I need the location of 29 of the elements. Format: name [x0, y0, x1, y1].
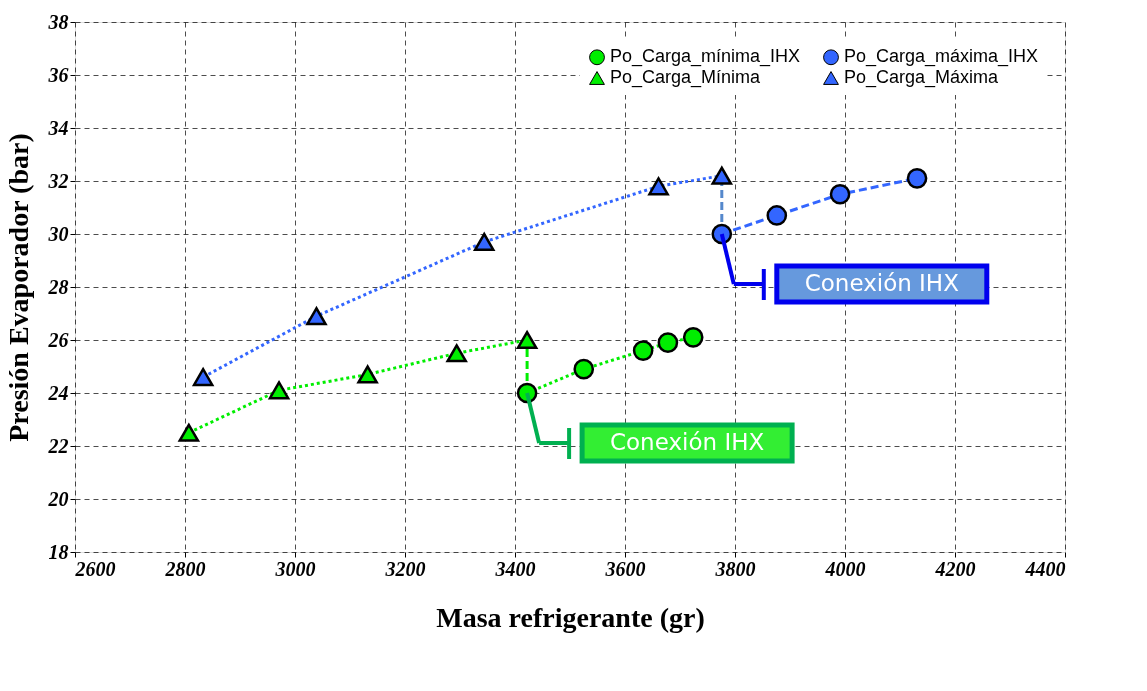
x-tick-label: 4000 [824, 557, 866, 580]
x-tick-label: 3000 [274, 557, 316, 580]
x-tick-label: 4200 [934, 557, 976, 580]
y-tick-label: 20 [47, 487, 69, 510]
y-tick-label: 36 [47, 63, 69, 86]
legend-label: Po_Carga_Máxima [844, 67, 1000, 88]
y-tick-label: 24 [47, 381, 69, 404]
y-tick-label: 32 [47, 169, 69, 192]
x-tick-label: 3200 [384, 557, 426, 580]
y-tick-label: 22 [47, 434, 69, 457]
legend-label: Po_Carga_máxima_IHX [844, 46, 1039, 68]
annotation: Conexión IHX [609, 429, 765, 455]
x-tick-label: 3600 [604, 557, 646, 580]
legend-label: Po_Carga_Mínima [610, 67, 762, 88]
x-tick-label: 3800 [714, 557, 756, 580]
x-axis-title: Masa refrigerante (gr) [436, 601, 705, 633]
y-tick-label: 34 [47, 116, 69, 139]
legend-label: Po_Carga_mínima_IHX [610, 46, 801, 68]
x-tick-label: 4400 [1024, 557, 1066, 580]
x-tick-label: 2600 [74, 557, 116, 580]
y-tick-label: 30 [47, 222, 69, 245]
y-tick-label: 28 [47, 275, 69, 298]
x-tick-label: 2800 [164, 557, 206, 580]
annotation: Conexión IHX [804, 270, 960, 296]
y-tick-label: 38 [47, 10, 69, 33]
y-tick-label: 26 [47, 328, 69, 351]
y-axis-title: Presión Evaporador (bar) [2, 133, 34, 442]
y-tick-label: 18 [48, 540, 69, 563]
x-tick-label: 3400 [494, 557, 536, 580]
